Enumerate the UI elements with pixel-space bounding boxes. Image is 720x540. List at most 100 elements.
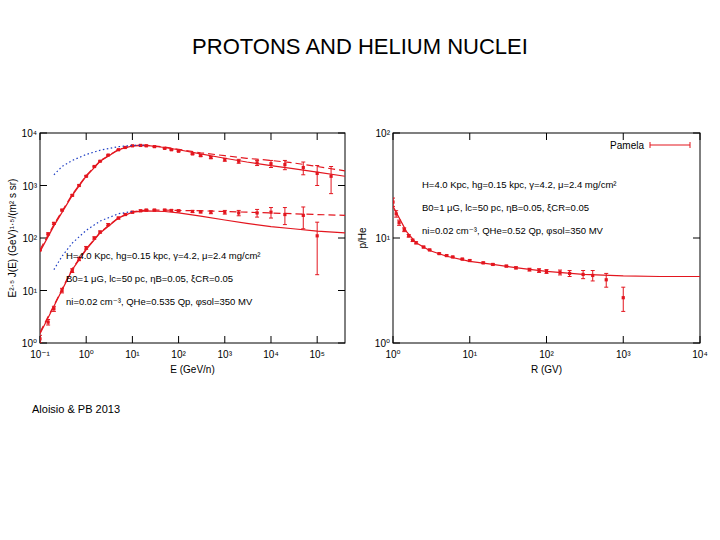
error-cap	[237, 210, 241, 211]
error-cap	[46, 325, 50, 326]
x-tick	[224, 336, 225, 343]
annotation: H=4.0 Kpc, hg=0.15 kpc, γ=4.2, μ=2.4 mg/…	[66, 250, 261, 261]
model-line	[393, 206, 700, 276]
error-bar	[317, 166, 318, 186]
y-tick	[338, 238, 345, 239]
error-cap	[269, 207, 273, 208]
y-tick-label: 10³	[23, 181, 38, 192]
error-cap	[315, 185, 319, 186]
annotation: B0=1 μG, lc=50 pc, ηB=0.05, ξCR=0.05	[422, 202, 589, 213]
x-tick-label: 10³	[616, 349, 631, 360]
data-point	[40, 337, 42, 340]
legend-swatch	[650, 144, 690, 145]
y-tick	[40, 185, 47, 186]
error-cap	[581, 278, 585, 279]
legend-label: Pamela	[610, 140, 644, 151]
y-tick	[393, 133, 400, 134]
error-bar	[317, 222, 318, 275]
slide-title: PROTONS AND HELIUM NUCLEI	[192, 34, 528, 59]
data-point	[622, 296, 625, 299]
x-tick	[224, 133, 225, 140]
error-cap	[301, 174, 305, 175]
error-cap	[52, 311, 56, 312]
x-tick-label: 10⁰	[385, 349, 400, 360]
error-cap	[393, 198, 395, 199]
x-tick	[393, 133, 394, 140]
x-tick-label: 10¹	[463, 349, 478, 360]
model-line	[40, 145, 345, 249]
y-tick-label: 10²	[23, 233, 38, 244]
error-cap	[283, 169, 287, 170]
x-tick	[700, 133, 701, 140]
error-bar	[331, 167, 332, 194]
error-bar	[303, 207, 304, 229]
error-cap	[581, 270, 585, 271]
data-point	[605, 278, 608, 281]
model-line	[40, 211, 345, 334]
error-cap	[283, 160, 287, 161]
x-tick-label: 10¹	[125, 349, 140, 360]
model-line	[40, 210, 345, 332]
x-tick	[469, 133, 470, 140]
error-cap	[301, 162, 305, 163]
annotation: H=4.0 Kpc, hg=0.15 kpc, γ=4.2, μ=2.4 mg/…	[422, 179, 617, 190]
x-tick	[40, 133, 41, 140]
x-tick	[469, 336, 470, 343]
error-cap	[568, 270, 572, 271]
error-cap	[255, 217, 259, 218]
annotation: B0=1 μG, lc=50 pc, ηB=0.05, ξCR=0.05	[66, 273, 233, 284]
y-tick	[338, 343, 345, 344]
data-point	[316, 234, 319, 237]
x-tick	[393, 336, 394, 343]
y-tick	[393, 238, 400, 239]
data-point	[393, 200, 395, 203]
legend-swatch	[690, 142, 691, 148]
x-tick	[270, 336, 271, 343]
x-tick	[317, 336, 318, 343]
data-point	[237, 211, 240, 214]
y-tick	[40, 290, 47, 291]
error-cap	[621, 311, 625, 312]
y-tick	[393, 343, 400, 344]
y-tick-label: 10⁰	[22, 338, 37, 349]
error-cap	[40, 335, 42, 336]
error-cap	[329, 166, 333, 167]
data-point	[329, 175, 332, 178]
plot-area	[393, 198, 700, 311]
data-series	[393, 198, 625, 311]
x-tick-label: 10²	[171, 349, 186, 360]
error-cap	[591, 280, 595, 281]
x-axis-label: E (GeV/n)	[170, 364, 214, 375]
error-cap	[568, 276, 572, 277]
x-tick-label: 10³	[218, 349, 233, 360]
y-tick	[338, 133, 345, 134]
error-cap	[269, 218, 273, 219]
x-tick-label: 10⁴	[692, 349, 707, 360]
error-cap	[394, 217, 398, 218]
y-tick-label: 10¹	[23, 286, 38, 297]
error-cap	[283, 224, 287, 225]
chart: 10⁰10¹10²10³10⁴10⁰10¹10²R (GV)p/HeH=4.0 …	[357, 128, 708, 375]
plot-frame	[393, 133, 700, 343]
y-axis-label: E²·⁵ J(E) (GeV)¹·⁵/(m² s sr)	[7, 179, 18, 298]
x-tick	[317, 133, 318, 140]
error-cap	[301, 206, 305, 207]
annotation: ni=0.02 cm⁻³, QHe=0.535 Qp, φsol=350 MV	[66, 296, 253, 307]
x-tick-label: 10⁻¹	[30, 349, 50, 360]
error-cap	[255, 209, 259, 210]
error-cap	[397, 225, 401, 226]
model-line	[54, 145, 146, 175]
plot-area	[40, 144, 345, 343]
error-cap	[237, 163, 241, 164]
error-cap	[40, 343, 42, 344]
x-tick	[178, 336, 179, 343]
y-tick	[40, 133, 47, 134]
error-cap	[591, 270, 595, 271]
error-cap	[558, 270, 562, 271]
error-cap	[604, 273, 608, 274]
y-tick-label: 10⁰	[375, 338, 390, 349]
data-series	[40, 144, 333, 251]
x-tick	[178, 133, 179, 140]
page: {"title": "PROTONS AND HELIUM NUCLEI", "…	[0, 0, 720, 540]
y-tick	[693, 343, 700, 344]
